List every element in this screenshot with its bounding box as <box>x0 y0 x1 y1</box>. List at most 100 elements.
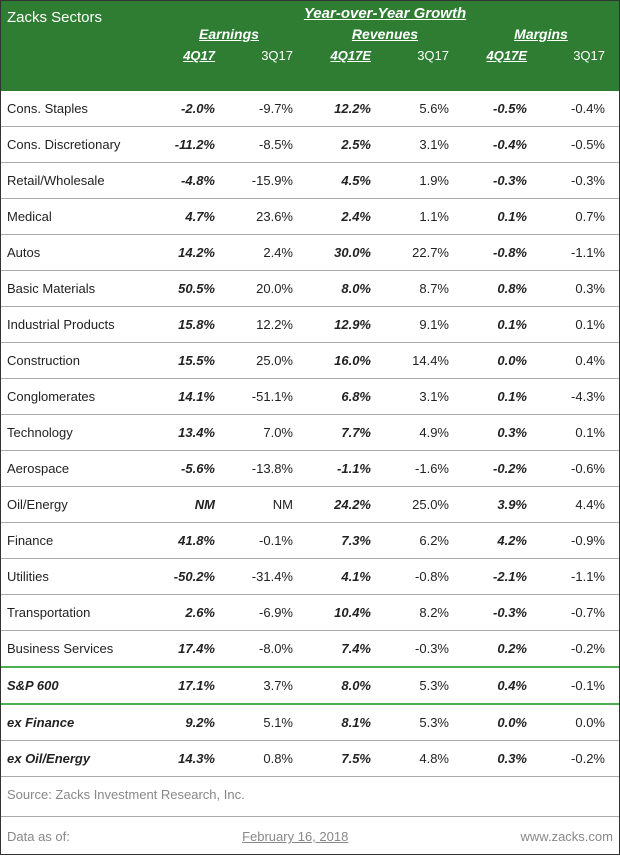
asof-date: February 16, 2018 <box>242 829 348 844</box>
cell-value: -1.1% <box>541 235 619 271</box>
cell-value: -8.0% <box>229 631 307 668</box>
cell-value: 5.3% <box>385 704 463 741</box>
cell-value: 2.4% <box>307 199 385 235</box>
table-row: Oil/EnergyNMNM24.2%25.0%3.9%4.4% <box>1 487 619 523</box>
cell-value: 16.0% <box>307 343 385 379</box>
cell-value: 4.8% <box>385 741 463 777</box>
cell-value: 50.5% <box>151 271 229 307</box>
cell-value: 0.1% <box>541 415 619 451</box>
cell-value: 0.4% <box>463 667 541 704</box>
cell-value: 15.5% <box>151 343 229 379</box>
table-row: S&P 60017.1%3.7%8.0%5.3%0.4%-0.1% <box>1 667 619 704</box>
cell-value: -0.3% <box>463 595 541 631</box>
table-row: Cons. Discretionary-11.2%-8.5%2.5%3.1%-0… <box>1 127 619 163</box>
table-row: Finance41.8%-0.1%7.3%6.2%4.2%-0.9% <box>1 523 619 559</box>
cell-value: -51.1% <box>229 379 307 415</box>
cell-value: NM <box>229 487 307 523</box>
cell-value: -0.9% <box>541 523 619 559</box>
cell-value: -0.1% <box>541 667 619 704</box>
cell-value: 9.1% <box>385 307 463 343</box>
cell-value: 14.1% <box>151 379 229 415</box>
cell-value: -4.8% <box>151 163 229 199</box>
cell-value: 7.7% <box>307 415 385 451</box>
cell-value: 5.3% <box>385 667 463 704</box>
cell-value: 17.1% <box>151 667 229 704</box>
cell-value: 25.0% <box>385 487 463 523</box>
cell-value: -15.9% <box>229 163 307 199</box>
cell-value: -0.6% <box>541 451 619 487</box>
cell-value: 8.1% <box>307 704 385 741</box>
sector-name: Utilities <box>1 559 151 595</box>
cell-value: -0.3% <box>463 163 541 199</box>
cell-value: -6.9% <box>229 595 307 631</box>
table-row: Conglomerates14.1%-51.1%6.8%3.1%0.1%-4.3… <box>1 379 619 415</box>
asof-footer: Data as of: February 16, 2018 www.zacks.… <box>1 817 619 854</box>
group-margins: Margins <box>463 26 619 42</box>
cell-value: -5.6% <box>151 451 229 487</box>
cell-value: 6.2% <box>385 523 463 559</box>
cell-value: -0.2% <box>541 741 619 777</box>
sector-name: Business Services <box>1 631 151 668</box>
cell-value: 0.0% <box>463 343 541 379</box>
sector-name: Conglomerates <box>1 379 151 415</box>
cell-value: 13.4% <box>151 415 229 451</box>
cell-value: -0.4% <box>541 91 619 127</box>
cell-value: 9.2% <box>151 704 229 741</box>
cell-value: 12.2% <box>229 307 307 343</box>
sector-name: Technology <box>1 415 151 451</box>
cell-value: 22.7% <box>385 235 463 271</box>
sector-name: Retail/Wholesale <box>1 163 151 199</box>
site-link[interactable]: www.zacks.com <box>521 829 613 844</box>
cell-value: NM <box>151 487 229 523</box>
cell-value: 0.8% <box>229 741 307 777</box>
header-columns: 4Q173Q174Q17E3Q174Q17E3Q17 <box>151 44 619 69</box>
cell-value: 4.5% <box>307 163 385 199</box>
table-container: Zacks Sectors Year-over-Year Growth Earn… <box>0 0 620 855</box>
table-row: Business Services17.4%-8.0%7.4%-0.3%0.2%… <box>1 631 619 668</box>
sector-name: Basic Materials <box>1 271 151 307</box>
table-row: Utilities-50.2%-31.4%4.1%-0.8%-2.1%-1.1% <box>1 559 619 595</box>
cell-value: 8.7% <box>385 271 463 307</box>
cell-value: 0.3% <box>463 415 541 451</box>
table-row: Basic Materials50.5%20.0%8.0%8.7%0.8%0.3… <box>1 271 619 307</box>
cell-value: 2.6% <box>151 595 229 631</box>
sector-name: S&P 600 <box>1 667 151 704</box>
cell-value: 3.1% <box>385 379 463 415</box>
sector-name: ex Finance <box>1 704 151 741</box>
table-row: Technology13.4%7.0%7.7%4.9%0.3%0.1% <box>1 415 619 451</box>
cell-value: -1.6% <box>385 451 463 487</box>
sector-name: Cons. Staples <box>1 91 151 127</box>
cell-value: 1.1% <box>385 199 463 235</box>
source-footer: Source: Zacks Investment Research, Inc. <box>1 777 619 817</box>
cell-value: 8.0% <box>307 667 385 704</box>
cell-value: -1.1% <box>541 559 619 595</box>
sectors-header: Zacks Sectors <box>1 1 151 91</box>
sector-name: Autos <box>1 235 151 271</box>
cell-value: -0.8% <box>385 559 463 595</box>
cell-value: 8.0% <box>307 271 385 307</box>
cell-value: 0.1% <box>463 379 541 415</box>
table-row: Retail/Wholesale-4.8%-15.9%4.5%1.9%-0.3%… <box>1 163 619 199</box>
cell-value: 14.3% <box>151 741 229 777</box>
sector-name: Transportation <box>1 595 151 631</box>
cell-value: -0.7% <box>541 595 619 631</box>
cell-value: 3.7% <box>229 667 307 704</box>
cell-value: 0.2% <box>463 631 541 668</box>
cell-value: -1.1% <box>307 451 385 487</box>
cell-value: -0.5% <box>463 91 541 127</box>
cell-value: -0.1% <box>229 523 307 559</box>
cell-value: 4.7% <box>151 199 229 235</box>
cell-value: 5.6% <box>385 91 463 127</box>
cell-value: -0.3% <box>385 631 463 668</box>
cell-value: 4.9% <box>385 415 463 451</box>
col-header-3: 3Q17 <box>385 48 463 63</box>
yoy-header: Year-over-Year Growth <box>151 1 619 24</box>
cell-value: 30.0% <box>307 235 385 271</box>
sector-name: ex Oil/Energy <box>1 741 151 777</box>
cell-value: 20.0% <box>229 271 307 307</box>
table-body: Cons. Staples-2.0%-9.7%12.2%5.6%-0.5%-0.… <box>1 91 619 777</box>
col-header-2: 4Q17E <box>307 48 385 63</box>
cell-value: -0.2% <box>463 451 541 487</box>
cell-value: 3.9% <box>463 487 541 523</box>
table-header: Zacks Sectors Year-over-Year Growth Earn… <box>1 1 619 91</box>
